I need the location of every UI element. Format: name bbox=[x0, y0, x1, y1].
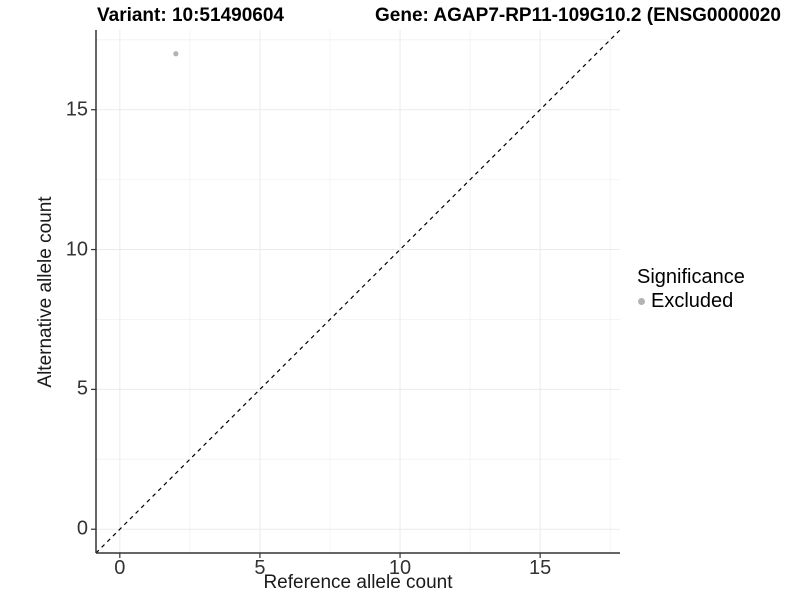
x-tick-label: 15 bbox=[529, 557, 552, 579]
x-tick-label: 10 bbox=[388, 557, 412, 579]
gene-title: Gene: AGAP7-RP11-109G10.2 (ENSG0000020 bbox=[375, 5, 781, 26]
legend-marker-circle-icon bbox=[638, 298, 645, 305]
identity-line bbox=[95, 29, 621, 554]
y-tick-label: 5 bbox=[76, 377, 88, 400]
title-row: Variant: 10:51490604 Gene: AGAP7-RP11-10… bbox=[0, 0, 800, 28]
legend: Significance Excluded bbox=[637, 266, 745, 313]
y-tick-label: 10 bbox=[65, 238, 88, 261]
x-tick-label: 5 bbox=[254, 557, 266, 579]
data-point bbox=[173, 51, 179, 57]
y-tick-label: 0 bbox=[76, 517, 88, 540]
variant-title: Variant: 10:51490604 bbox=[97, 5, 284, 26]
y-axis-title: Alternative allele count bbox=[35, 196, 56, 388]
x-axis-title: Reference allele count bbox=[263, 572, 453, 593]
legend-entry: Excluded bbox=[637, 290, 745, 313]
y-tick-label: 15 bbox=[65, 98, 88, 121]
legend-title: Significance bbox=[637, 266, 745, 288]
x-tick-label: 0 bbox=[114, 557, 126, 579]
legend-entry-label: Excluded bbox=[651, 290, 734, 312]
